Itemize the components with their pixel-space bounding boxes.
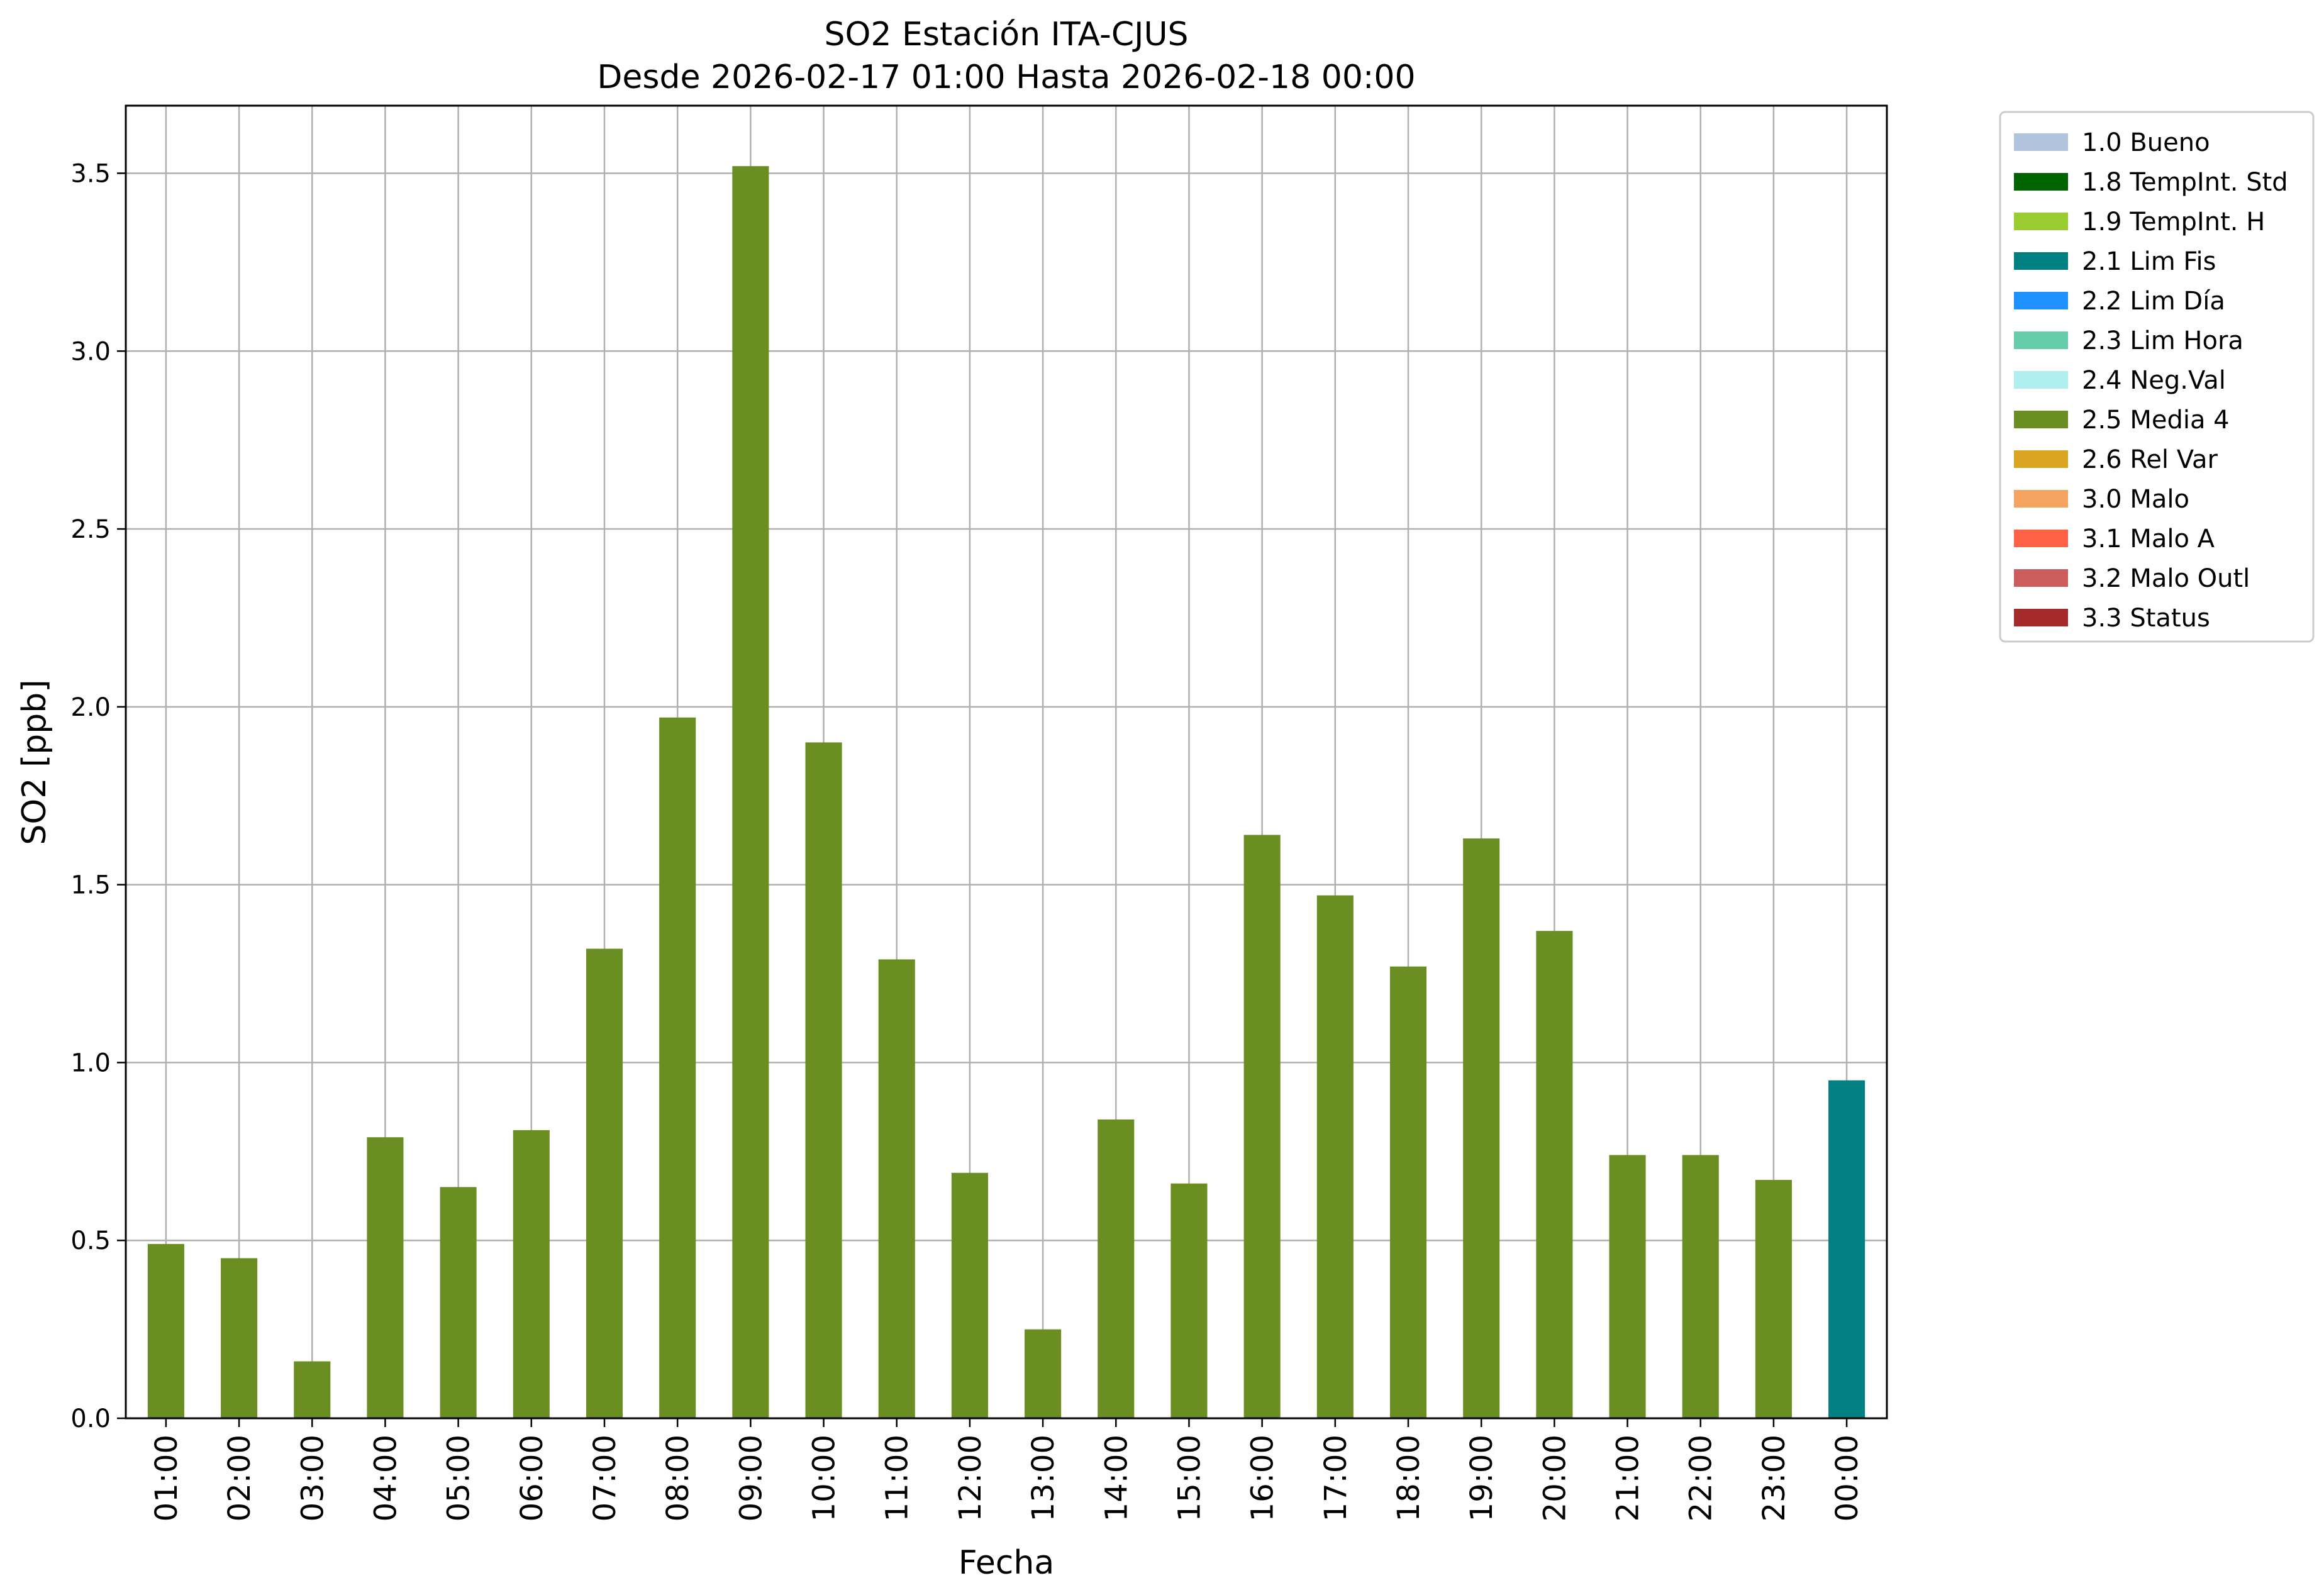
bar-1200 [951,1172,988,1418]
legend-label: 3.3 Status [2082,604,2210,633]
x-tick-label: 00:00 [1830,1435,1865,1521]
legend-swatch [2014,331,2068,349]
bar-1000 [805,742,842,1418]
legend-label: 3.1 Malo A [2082,525,2215,553]
legend-label: 2.5 Media 4 [2082,406,2230,435]
bar-1800 [1389,966,1427,1418]
legend-label: 2.2 Lim Día [2082,287,2225,316]
x-tick-label: 06:00 [514,1435,550,1521]
legend-label: 2.6 Rel Var [2082,445,2218,474]
bar-0100 [147,1243,184,1418]
x-tick-label: 11:00 [880,1435,915,1521]
bar-0200 [221,1258,258,1418]
bar-2300 [1755,1180,1792,1418]
legend-swatch [2014,173,2068,191]
bar-1300 [1025,1329,1062,1418]
bar-1500 [1170,1183,1208,1418]
y-tick-label: 3.5 [70,159,111,188]
bar-2200 [1682,1155,1719,1418]
y-tick-label: 0.0 [70,1404,111,1433]
legend-label: 2.3 Lim Hora [2082,326,2243,355]
legend-label: 2.1 Lim Fis [2082,247,2216,276]
legend-frame [1999,111,2315,643]
x-tick-label: 19:00 [1464,1435,1499,1521]
bar-0800 [659,717,696,1418]
bar-1900 [1463,838,1500,1418]
y-axis-label: SO2 [ppb] [16,679,53,845]
legend-swatch [2014,609,2068,626]
legend-label: 3.0 Malo [2082,485,2189,514]
bar-1700 [1316,895,1354,1418]
bar-2000 [1536,931,1573,1418]
bar-1100 [878,959,915,1418]
bars [147,166,1865,1418]
legend-swatch [2014,569,2068,587]
legend-swatch [2014,133,2068,151]
bar-0600 [513,1130,550,1418]
bar-0400 [367,1137,404,1418]
y-tick-label: 1.5 [70,871,111,900]
x-tick-label: 07:00 [587,1435,623,1521]
x-axis: 01:00 02:00 03:00 04:00 05:00 06:00 07:00 08:00… [149,1418,1865,1521]
plot-frame [125,104,1888,1420]
legend-swatch [2014,530,2068,547]
chart-title: SO2 Estación ITA-CJUS [824,16,1188,53]
x-tick-label: 16:00 [1245,1435,1281,1521]
bar-0900 [732,166,769,1418]
legend-swatch [2014,213,2068,230]
legend-swatch [2014,490,2068,508]
x-tick-label: 15:00 [1172,1435,1207,1521]
y-tick-label: 1.0 [70,1048,111,1077]
bar-1400 [1098,1119,1135,1418]
legend-label: 1.0 Bueno [2082,128,2210,157]
x-tick-label: 03:00 [295,1435,330,1521]
x-tick-label: 01:00 [149,1435,184,1521]
x-tick-label: 14:00 [1099,1435,1134,1521]
x-tick-label: 22:00 [1684,1435,1719,1521]
bar-0700 [586,948,623,1418]
legend-swatch [2014,371,2068,389]
y-tick-label: 2.5 [70,515,111,544]
legend-swatch [2014,252,2068,270]
x-tick-label: 12:00 [953,1435,988,1521]
x-tick-label: 20:00 [1537,1435,1572,1521]
y-axis: 0.0 0.5 1.0 1.5 2.0 2.5 3.0 3.5 [70,159,126,1433]
bar-0500 [440,1187,477,1418]
legend-label: 1.8 TempInt. Std [2082,168,2288,197]
bar-1600 [1243,835,1281,1418]
x-tick-label: 21:00 [1611,1435,1646,1521]
x-tick-label: 02:00 [222,1435,257,1521]
legend-label: 2.4 Neg.Val [2082,366,2226,395]
y-tick-label: 3.0 [70,337,111,366]
bar-0300 [294,1361,331,1418]
x-tick-label: 04:00 [368,1435,403,1521]
x-tick-label: 13:00 [1026,1435,1061,1521]
chart-subtitle: Desde 2026-02-17 01:00 Hasta 2026-02-18 … [597,58,1415,96]
y-tick-label: 2.0 [70,693,111,722]
legend-swatch [2014,450,2068,468]
x-axis-label: Fecha [959,1544,1054,1582]
x-tick-label: 09:00 [733,1435,769,1521]
legend-swatch [2014,411,2068,428]
x-tick-label: 05:00 [442,1435,477,1521]
y-tick-label: 0.5 [70,1226,111,1255]
x-tick-label: 08:00 [660,1435,696,1521]
x-tick-label: 10:00 [807,1435,842,1521]
bar-0000 [1828,1080,1865,1418]
x-tick-label: 23:00 [1757,1435,1792,1521]
bar-2100 [1609,1155,1646,1418]
legend-label: 3.2 Malo Outl [2082,564,2250,593]
x-tick-label: 17:00 [1318,1435,1354,1521]
x-tick-label: 18:00 [1391,1435,1426,1521]
legend: 1.0 Bueno 1.8 TempInt. Std 1.9 TempInt. H 2… [1999,111,2315,643]
legend-swatch [2014,292,2068,309]
legend-label: 1.9 TempInt. H [2082,208,2265,236]
